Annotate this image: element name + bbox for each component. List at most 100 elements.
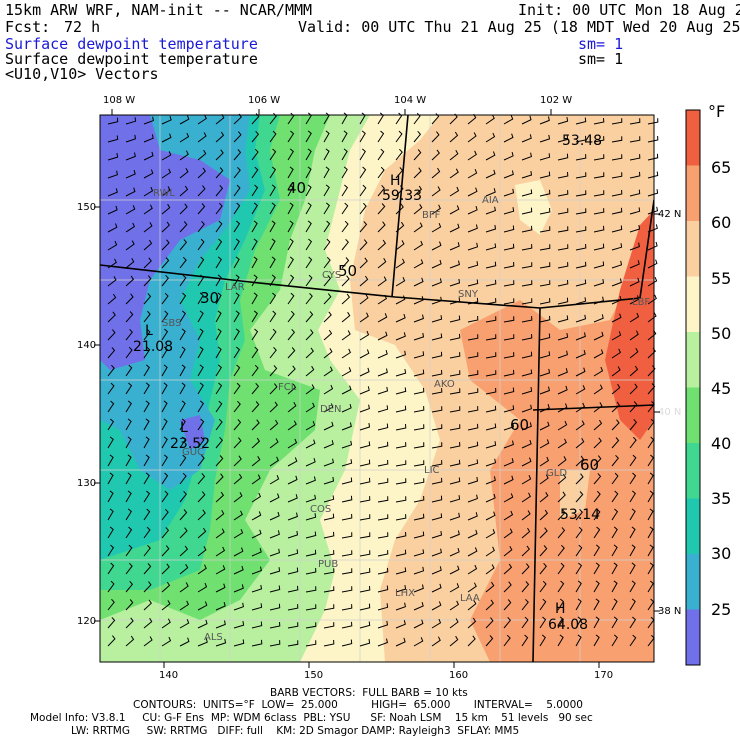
wind-barb xyxy=(287,328,296,341)
wind-barb xyxy=(251,511,262,521)
lon-label: 106 W xyxy=(248,95,281,106)
wind-barb xyxy=(323,202,330,215)
wind-barb xyxy=(521,351,533,359)
wind-barb xyxy=(539,333,551,341)
wind-barb xyxy=(161,133,172,143)
wind-barb xyxy=(179,292,187,305)
wind-barb xyxy=(431,167,441,179)
station-label: AKO xyxy=(434,379,455,390)
wind-barb xyxy=(161,400,168,413)
wind-barb xyxy=(377,239,387,251)
wind-barb xyxy=(521,387,533,395)
wind-barb xyxy=(395,423,407,431)
wind-barb xyxy=(539,545,548,557)
extremum-value: 64.08 xyxy=(548,617,588,633)
wind-barb xyxy=(503,458,514,467)
wind-barb xyxy=(611,278,622,287)
wind-barb xyxy=(341,586,353,593)
wind-barb xyxy=(359,621,371,629)
wind-barb xyxy=(305,365,315,377)
contour-label: 60 xyxy=(510,416,529,434)
wind-barb xyxy=(107,364,115,377)
wind-barb xyxy=(251,492,262,503)
wind-barb xyxy=(215,583,226,593)
wind-barb xyxy=(395,531,407,539)
wind-barb xyxy=(503,546,513,557)
wind-barb xyxy=(593,634,600,647)
wind-barb xyxy=(287,238,294,251)
wind-barb xyxy=(305,112,312,125)
wind-barb xyxy=(611,154,623,161)
model-info: Model Info: V3.8.1 CU: G-F Ens MP: WDM 6… xyxy=(30,712,593,724)
wind-barb xyxy=(467,279,479,287)
wind-barb xyxy=(359,239,368,251)
wind-barb xyxy=(611,419,620,431)
wind-barb xyxy=(557,208,569,215)
wind-barb xyxy=(521,404,532,413)
wind-barb xyxy=(593,562,600,575)
wind-barb xyxy=(647,347,656,359)
wind-barb xyxy=(305,457,316,467)
station-label: LIC xyxy=(424,465,440,476)
wind-barb xyxy=(359,275,369,287)
wind-barb xyxy=(179,436,187,449)
wind-barb xyxy=(233,274,240,287)
wind-barb xyxy=(359,603,371,611)
wind-barb xyxy=(395,185,404,197)
station-label: SBS xyxy=(162,318,181,329)
wind-barb xyxy=(161,364,168,377)
wind-barb xyxy=(305,421,316,431)
wind-barb xyxy=(467,205,478,215)
wind-barb xyxy=(143,563,152,575)
wind-barb xyxy=(413,424,425,431)
wind-barb xyxy=(197,114,207,125)
legend-color-bar xyxy=(685,109,701,666)
wind-barb xyxy=(341,604,353,611)
wind-barb xyxy=(647,418,655,431)
wind-barb xyxy=(359,367,370,377)
wind-barb xyxy=(233,639,245,647)
wind-barb xyxy=(395,203,404,215)
wind-barb xyxy=(593,455,602,467)
wind-barb xyxy=(197,346,204,359)
wind-barb xyxy=(629,634,637,647)
wind-barb xyxy=(575,473,584,485)
wind-barb xyxy=(359,349,370,359)
wind-barb xyxy=(539,351,551,359)
wind-barb xyxy=(575,349,586,359)
wind-barb xyxy=(413,314,424,323)
wind-barb xyxy=(431,442,443,449)
wind-barb xyxy=(143,364,150,377)
wind-barb xyxy=(575,580,582,593)
wind-barb xyxy=(395,148,403,161)
wind-barb xyxy=(593,243,605,251)
wind-barb xyxy=(323,531,335,539)
wind-barb xyxy=(233,382,241,395)
wind-barb xyxy=(521,439,532,449)
wind-barb xyxy=(395,387,407,395)
wind-barb xyxy=(179,115,190,125)
wind-barb xyxy=(629,277,640,287)
field3-title: <U10,V10> Vectors xyxy=(5,65,159,83)
wind-barb xyxy=(251,328,259,341)
wind-barb xyxy=(287,420,297,431)
wind-barb xyxy=(269,202,276,215)
wind-barb xyxy=(467,370,479,377)
wind-barb xyxy=(593,225,605,233)
wind-barb xyxy=(521,189,533,197)
wind-barb xyxy=(287,604,299,611)
wind-barb xyxy=(575,332,586,341)
wind-barb xyxy=(251,256,258,269)
extremum-value: 21.08 xyxy=(133,339,173,355)
wind-barb xyxy=(449,113,458,125)
barb-info: BARB VECTORS: FULL BARB = 10 kts xyxy=(270,687,468,699)
wind-barb xyxy=(521,262,533,269)
wind-barb xyxy=(269,475,280,485)
legend-label: 45 xyxy=(711,379,732,398)
wind-barb xyxy=(287,475,298,485)
legend-label: 40 xyxy=(711,434,732,453)
wind-barb xyxy=(107,436,114,449)
wind-barb xyxy=(269,292,277,305)
wind-barb xyxy=(125,222,136,233)
wind-barb xyxy=(449,333,461,341)
